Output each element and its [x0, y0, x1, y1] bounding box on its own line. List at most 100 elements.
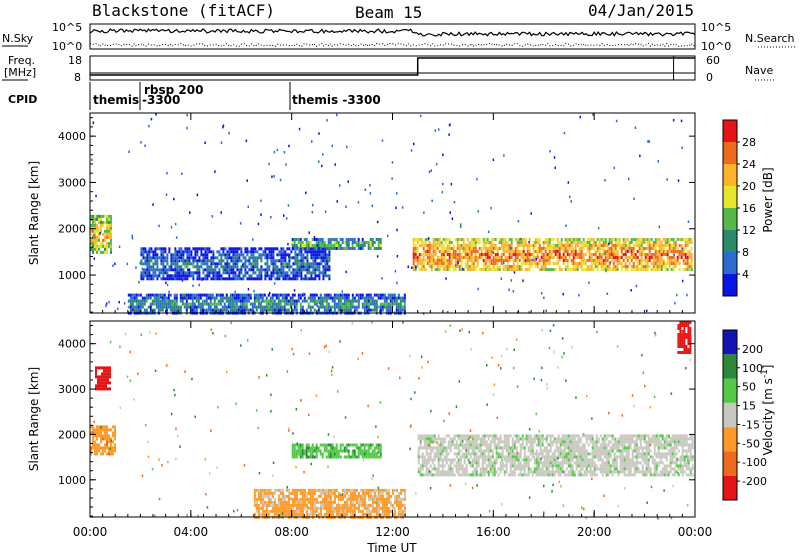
scatter-echo — [311, 211, 314, 214]
heatmap-cell — [488, 253, 491, 256]
heatmap-cell — [268, 268, 271, 272]
heatmap-cell — [487, 473, 490, 477]
heatmap-cell — [288, 253, 291, 257]
heatmap-cell — [519, 464, 522, 468]
heatmap-cell — [369, 452, 372, 456]
heatmap-cell — [412, 259, 415, 262]
heatmap-cell — [403, 497, 406, 501]
heatmap-cell — [196, 265, 199, 269]
heatmap-cell — [175, 299, 178, 303]
heatmap-cell — [170, 259, 173, 263]
scatter-echo — [563, 131, 566, 135]
heatmap-cell — [540, 268, 543, 271]
heatmap-cell — [324, 274, 327, 278]
heatmap-cell — [351, 452, 354, 456]
heatmap-cell — [509, 461, 512, 465]
scatter-echo — [423, 211, 425, 214]
scatter-echo — [305, 191, 307, 195]
heatmap-cell — [233, 293, 236, 297]
heatmap-cell — [170, 256, 173, 260]
heatmap-cell — [487, 458, 490, 462]
heatmap-cell — [293, 241, 296, 244]
heatmap-cell — [218, 271, 221, 275]
heatmap-cell — [660, 244, 663, 247]
heatmap-cell — [529, 452, 532, 456]
heatmap-cell — [502, 265, 505, 268]
heatmap-cell — [381, 293, 384, 297]
heatmap-cell — [305, 247, 308, 250]
heatmap-cell — [391, 503, 394, 507]
heatmap-cell — [439, 440, 442, 444]
heatmap-cell — [100, 220, 102, 224]
heatmap-cell — [101, 366, 103, 370]
heatmap-cell — [300, 262, 303, 266]
heatmap-cell — [632, 238, 635, 241]
heatmap-cell — [345, 449, 348, 453]
heatmap-cell — [217, 302, 220, 306]
heatmap-cell — [288, 259, 291, 263]
heatmap-cell — [606, 244, 609, 247]
heatmap-cell — [502, 253, 505, 256]
heatmap-cell — [488, 268, 491, 271]
power-colorbar-segment — [723, 208, 737, 230]
heatmap-cell — [215, 302, 218, 306]
heatmap-cell — [106, 232, 108, 236]
heatmap-cell — [604, 241, 607, 244]
heatmap-cell — [470, 262, 473, 265]
heatmap-cell — [185, 305, 188, 309]
heatmap-cell — [395, 503, 398, 507]
heatmap-cell — [98, 238, 100, 242]
scatter-echo — [140, 141, 142, 144]
heatmap-cell — [305, 491, 308, 495]
heatmap-cell — [313, 497, 316, 501]
heatmap-cell — [309, 509, 312, 513]
heatmap-cell — [329, 503, 332, 507]
heatmap-cell — [367, 296, 370, 300]
heatmap-cell — [301, 299, 304, 303]
scatter-echo — [339, 184, 341, 187]
heatmap-cell — [192, 271, 195, 275]
heatmap-cell — [610, 244, 613, 247]
heatmap-cell — [590, 262, 593, 265]
heatmap-cell — [433, 452, 436, 456]
heatmap-cell — [341, 503, 344, 507]
heatmap-cell — [473, 473, 476, 477]
heatmap-cell — [169, 305, 172, 309]
heatmap-cell — [662, 253, 665, 256]
heatmap-cell — [232, 247, 235, 251]
heatmap-cell — [533, 467, 536, 471]
heatmap-cell — [688, 253, 691, 256]
heatmap-cell — [461, 464, 464, 468]
heatmap-cell — [169, 299, 172, 303]
heatmap-cell — [472, 250, 475, 253]
heatmap-cell — [322, 250, 325, 254]
heatmap-cell — [598, 247, 601, 250]
heatmap-cell — [680, 247, 683, 250]
heatmap-cell — [485, 455, 488, 459]
heatmap-cell — [568, 244, 571, 247]
heatmap-cell — [183, 296, 186, 300]
heatmap-cell — [303, 244, 306, 247]
heatmap-cell — [282, 247, 285, 251]
scatter-echo — [516, 311, 519, 314]
heatmap-cell — [580, 250, 583, 253]
heatmap-cell — [544, 238, 547, 241]
heatmap-cell — [301, 503, 304, 507]
scatter-echo — [201, 278, 203, 281]
heatmap-cell — [656, 238, 659, 241]
heatmap-cell — [294, 253, 297, 257]
heatmap-cell — [548, 256, 551, 259]
heatmap-cell — [224, 247, 227, 251]
heatmap-cell — [262, 253, 265, 257]
heatmap-cell — [112, 431, 114, 435]
scatter-echo — [639, 154, 641, 158]
heatmap-cell — [335, 509, 338, 513]
heatmap-cell — [481, 473, 484, 477]
heatmap-cell — [307, 302, 310, 306]
heatmap-cell — [90, 238, 92, 242]
heatmap-cell — [249, 302, 252, 306]
heatmap-cell — [294, 271, 297, 275]
heatmap-cell — [367, 503, 370, 507]
heatmap-cell — [478, 238, 481, 241]
heatmap-cell — [375, 488, 378, 492]
